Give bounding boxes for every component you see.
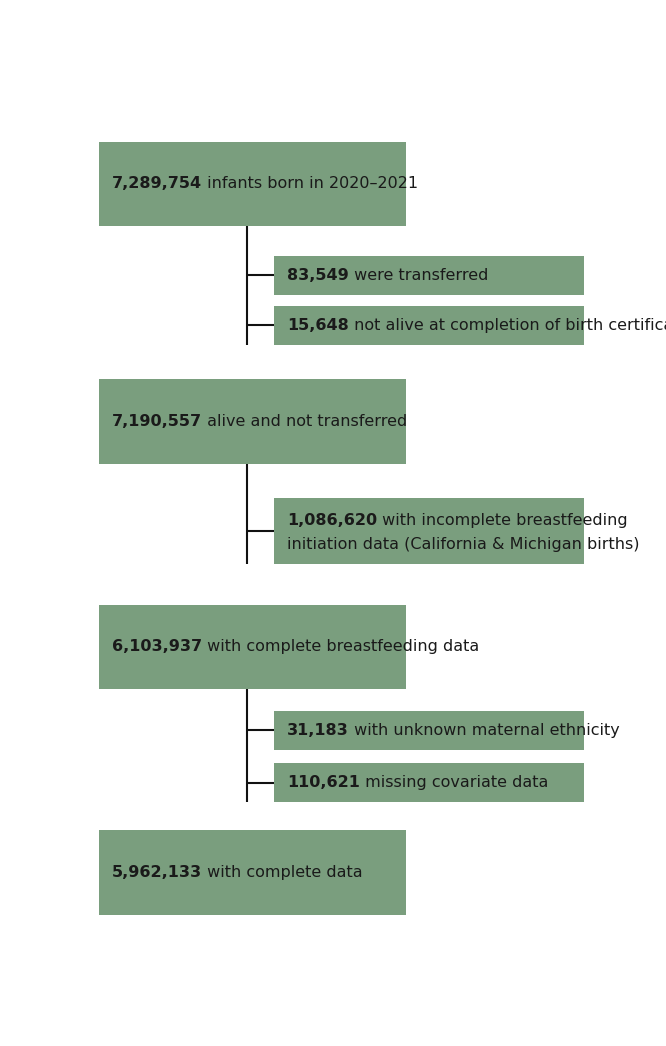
Text: not alive at completion of birth certificate: not alive at completion of birth certifi… xyxy=(349,318,666,333)
Text: infants born in 2020–2021: infants born in 2020–2021 xyxy=(202,176,418,191)
Text: 83,549: 83,549 xyxy=(287,268,349,282)
Text: 7,289,754: 7,289,754 xyxy=(112,176,202,191)
FancyBboxPatch shape xyxy=(99,831,406,915)
FancyBboxPatch shape xyxy=(274,305,584,344)
FancyBboxPatch shape xyxy=(99,380,406,463)
Text: 15,648: 15,648 xyxy=(287,318,349,333)
FancyBboxPatch shape xyxy=(274,256,584,295)
FancyBboxPatch shape xyxy=(99,605,406,689)
Text: 31,183: 31,183 xyxy=(287,723,349,737)
Text: missing covariate data: missing covariate data xyxy=(360,775,548,790)
Text: 5,962,133: 5,962,133 xyxy=(112,865,202,880)
Text: initiation data (California & Michigan births): initiation data (California & Michigan b… xyxy=(287,537,639,552)
Text: with complete data: with complete data xyxy=(202,865,362,880)
Text: 7,190,557: 7,190,557 xyxy=(112,413,202,429)
Text: alive and not transferred: alive and not transferred xyxy=(202,413,407,429)
Text: were transferred: were transferred xyxy=(349,268,488,282)
Text: with complete breastfeeding data: with complete breastfeeding data xyxy=(202,639,479,654)
FancyBboxPatch shape xyxy=(274,499,584,565)
Text: with unknown maternal ethnicity: with unknown maternal ethnicity xyxy=(349,723,619,737)
Text: with incomplete breastfeeding: with incomplete breastfeeding xyxy=(377,513,628,527)
Text: 1,086,620: 1,086,620 xyxy=(287,513,377,527)
Text: 110,621: 110,621 xyxy=(287,775,360,790)
FancyBboxPatch shape xyxy=(99,141,406,226)
FancyBboxPatch shape xyxy=(274,764,584,802)
Text: 6,103,937: 6,103,937 xyxy=(112,639,202,654)
FancyBboxPatch shape xyxy=(274,711,584,750)
